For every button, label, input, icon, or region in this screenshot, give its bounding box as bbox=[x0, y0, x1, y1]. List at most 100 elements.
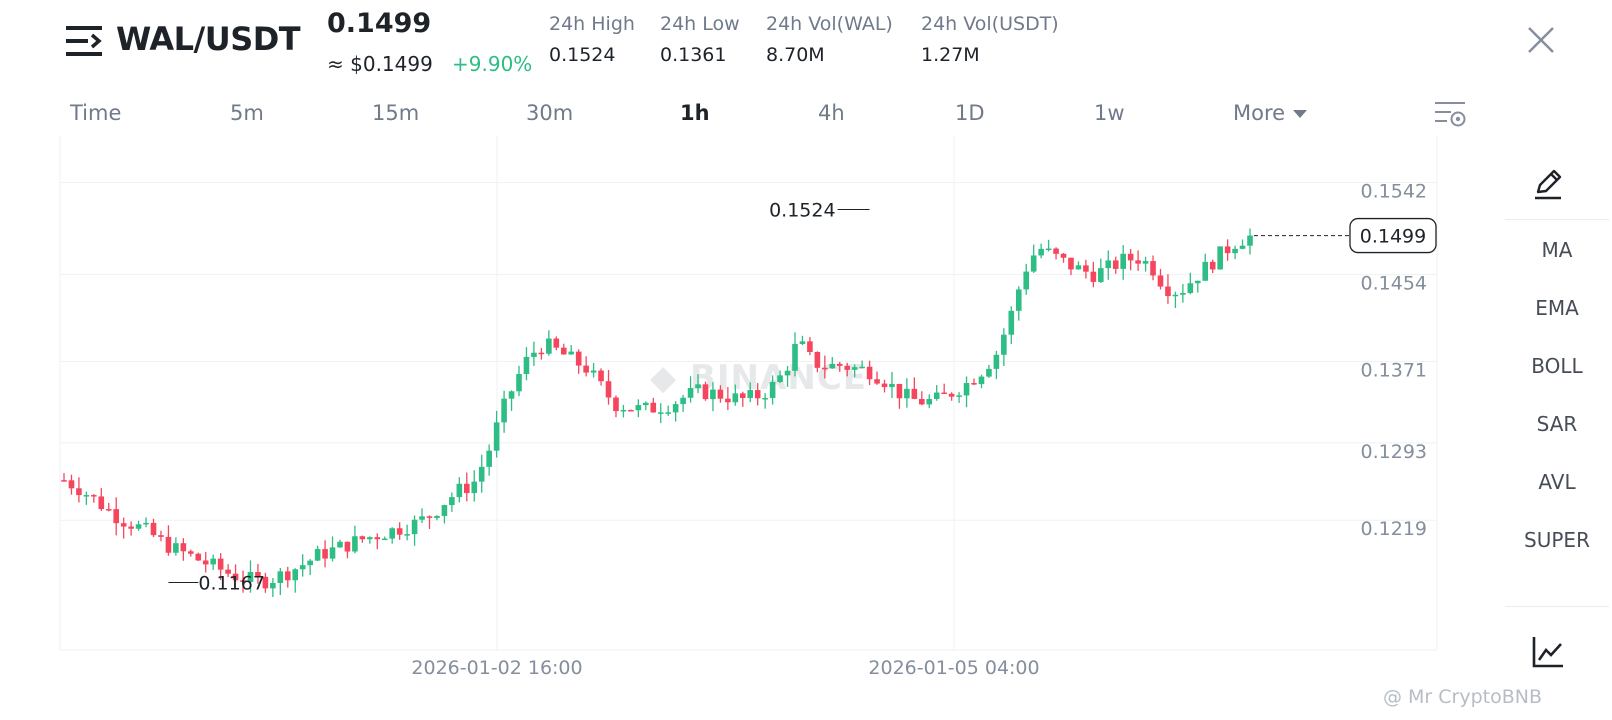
time-axis-label: 2026-01-05 04:00 bbox=[868, 657, 1039, 679]
tab-1w[interactable]: 1w bbox=[1094, 101, 1125, 125]
candle-body bbox=[1120, 253, 1126, 269]
tab-15m[interactable]: 15m bbox=[372, 101, 420, 125]
tab-time[interactable]: Time bbox=[70, 101, 122, 125]
candle-body bbox=[978, 376, 985, 385]
indicator-super[interactable]: SUPER bbox=[1524, 528, 1590, 552]
low-marker-label: 0.1167 bbox=[198, 573, 264, 595]
candle-body bbox=[1060, 253, 1067, 258]
candle-body bbox=[486, 450, 492, 467]
price-change-percent: +9.90% bbox=[452, 52, 533, 76]
candle-body bbox=[389, 528, 396, 539]
trading-pair[interactable]: WAL/USDT bbox=[116, 20, 301, 58]
indicator-chart-icon[interactable] bbox=[1530, 634, 1566, 670]
candle-body bbox=[1172, 294, 1179, 297]
candle-body bbox=[993, 354, 1000, 369]
candle-body bbox=[1135, 260, 1141, 264]
tab-4h[interactable]: 4h bbox=[818, 101, 845, 125]
price-axis-label: 0.1454 bbox=[1361, 273, 1427, 295]
candle-body bbox=[91, 495, 97, 497]
candle-body bbox=[523, 356, 530, 375]
candle-body bbox=[61, 480, 67, 482]
candle-body bbox=[329, 547, 336, 559]
candle-body bbox=[255, 572, 261, 577]
candle-body bbox=[381, 538, 388, 541]
candle-body bbox=[963, 383, 970, 396]
candle-body bbox=[986, 368, 992, 377]
candle-body bbox=[411, 519, 418, 535]
current-price-box bbox=[1349, 217, 1437, 254]
sidebar-divider bbox=[1505, 606, 1609, 607]
tab-30m[interactable]: 30m bbox=[526, 101, 574, 125]
candle-body bbox=[546, 338, 552, 354]
candle-body bbox=[135, 524, 142, 529]
candle-body bbox=[1098, 268, 1104, 282]
candle-body bbox=[792, 343, 798, 371]
last-price: 0.1499 bbox=[327, 8, 432, 39]
stat-24h-low-label: 24h Low bbox=[660, 13, 740, 35]
candle-body bbox=[441, 505, 448, 516]
candle-body bbox=[516, 374, 522, 392]
candle-body bbox=[1090, 271, 1097, 282]
candlestick-chart[interactable]: 0.1542 0.1454 0.1371 0.1293 0.1219 2026-01-02… bbox=[0, 136, 1500, 706]
candle-body bbox=[83, 495, 90, 497]
candle-body bbox=[1239, 245, 1246, 249]
indicator-ma[interactable]: MA bbox=[1541, 238, 1573, 262]
price-axis-label: 0.1542 bbox=[1361, 181, 1427, 203]
candle-body bbox=[1068, 257, 1074, 270]
tab-5m[interactable]: 5m bbox=[230, 101, 264, 125]
candle-body bbox=[583, 365, 589, 373]
candle-body bbox=[777, 375, 783, 382]
candle-body bbox=[590, 370, 597, 373]
candle-body bbox=[672, 404, 679, 413]
candle-body bbox=[1015, 289, 1022, 311]
candle-body bbox=[322, 549, 328, 559]
candle-body bbox=[165, 536, 172, 553]
chart-settings-icon[interactable] bbox=[1433, 100, 1467, 130]
high-marker-label: 0.1524 bbox=[769, 199, 835, 221]
stat-24h-vol-wal-label: 24h Vol(WAL) bbox=[766, 13, 893, 35]
candle-body bbox=[680, 397, 686, 405]
indicator-sar[interactable]: SAR bbox=[1536, 412, 1578, 436]
candle-body bbox=[76, 488, 82, 496]
candle-body bbox=[180, 543, 187, 552]
price-axis-label: 0.1371 bbox=[1361, 359, 1427, 381]
candle-body bbox=[1180, 293, 1186, 295]
indicator-avl[interactable]: AVL bbox=[1538, 470, 1576, 494]
candle-body bbox=[1209, 261, 1216, 270]
tab-1h[interactable]: 1h bbox=[680, 101, 710, 125]
candle-body bbox=[896, 383, 903, 399]
candle-body bbox=[948, 393, 955, 397]
candle-body bbox=[531, 352, 537, 357]
candle-body bbox=[344, 541, 351, 552]
chart-overlays: 0.1524 0.1167 0.1499 bbox=[168, 199, 1437, 595]
candle-body bbox=[1030, 255, 1037, 272]
tab-more[interactable]: More bbox=[1233, 101, 1308, 125]
stat-24h-vol-usdt-label: 24h Vol(USDT) bbox=[921, 13, 1059, 35]
candle-body bbox=[113, 509, 120, 524]
watermark-username: @ Mr CryptoBNB bbox=[1383, 686, 1543, 708]
candle-body bbox=[1150, 261, 1156, 276]
indicator-boll[interactable]: BOLL bbox=[1531, 354, 1583, 378]
candle-body bbox=[911, 388, 918, 399]
tab-1d[interactable]: 1D bbox=[955, 101, 985, 125]
candle-body bbox=[463, 483, 470, 494]
indicator-ema[interactable]: EMA bbox=[1535, 296, 1579, 320]
price-axis-label: 0.1293 bbox=[1361, 441, 1427, 463]
candle-body bbox=[762, 397, 768, 400]
candle-body bbox=[918, 398, 925, 405]
close-icon[interactable] bbox=[1525, 24, 1557, 56]
current-price-label: 0.1499 bbox=[1360, 226, 1426, 248]
candle-body bbox=[538, 352, 545, 355]
pencil-icon[interactable] bbox=[1530, 165, 1566, 201]
candle-body bbox=[1142, 261, 1149, 264]
candle-body bbox=[143, 522, 149, 525]
candle-body bbox=[799, 341, 806, 344]
menu-icon[interactable] bbox=[66, 24, 102, 58]
candle-body bbox=[1053, 248, 1059, 254]
price-axis-label: 0.1219 bbox=[1361, 518, 1427, 540]
candle-body bbox=[225, 569, 231, 574]
candle-body bbox=[493, 422, 500, 451]
stat-24h-vol-usdt-value: 1.27M bbox=[921, 44, 980, 66]
candle-body bbox=[367, 537, 373, 540]
candle-body bbox=[732, 393, 739, 403]
